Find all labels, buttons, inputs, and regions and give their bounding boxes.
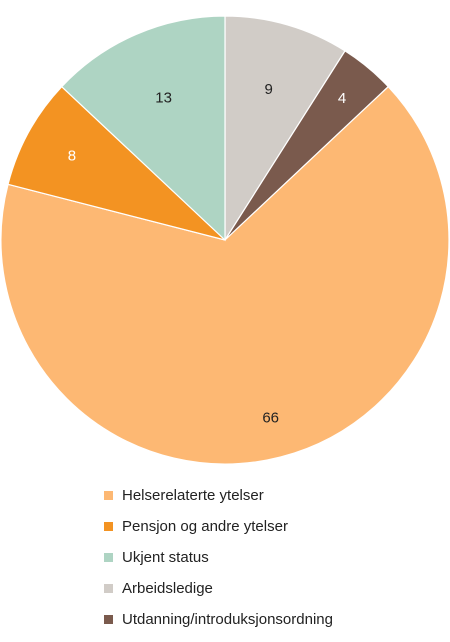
legend-swatch-2 bbox=[104, 553, 113, 562]
legend-item-3: Arbeidsledige bbox=[104, 573, 333, 604]
legend-swatch-4 bbox=[104, 615, 113, 624]
legend-label-3: Arbeidsledige bbox=[122, 580, 213, 597]
slice-value-label-0: 9 bbox=[265, 81, 273, 98]
legend-swatch-1 bbox=[104, 522, 113, 531]
legend-item-0: Helserelaterte ytelser bbox=[104, 480, 333, 511]
pie-chart: 9 4 66 8 13 bbox=[0, 15, 450, 465]
legend-item-4: Utdanning/introduksjonsordning bbox=[104, 604, 333, 635]
legend-label-2: Ukjent status bbox=[122, 549, 209, 566]
legend-item-2: Ukjent status bbox=[104, 542, 333, 573]
legend-label-4: Utdanning/introduksjonsordning bbox=[122, 611, 333, 628]
legend-swatch-3 bbox=[104, 584, 113, 593]
legend-label-1: Pensjon og andre ytelser bbox=[122, 518, 288, 535]
chart-legend: Helserelaterte ytelser Pensjon og andre y… bbox=[104, 480, 333, 635]
legend-item-1: Pensjon og andre ytelser bbox=[104, 511, 333, 542]
pie-slice-0 bbox=[224, 15, 346, 243]
legend-swatch-0 bbox=[104, 491, 113, 500]
pie-slice-2 bbox=[0, 85, 450, 465]
legend-label-0: Helserelaterte ytelser bbox=[122, 487, 264, 504]
pie-slice-3 bbox=[7, 85, 226, 241]
pie-slice-4 bbox=[60, 15, 226, 242]
slice-value-label-1: 4 bbox=[338, 90, 346, 107]
slice-value-label-3: 8 bbox=[68, 147, 76, 164]
slice-value-label-4: 13 bbox=[155, 90, 172, 107]
slice-value-label-2: 66 bbox=[262, 409, 279, 426]
